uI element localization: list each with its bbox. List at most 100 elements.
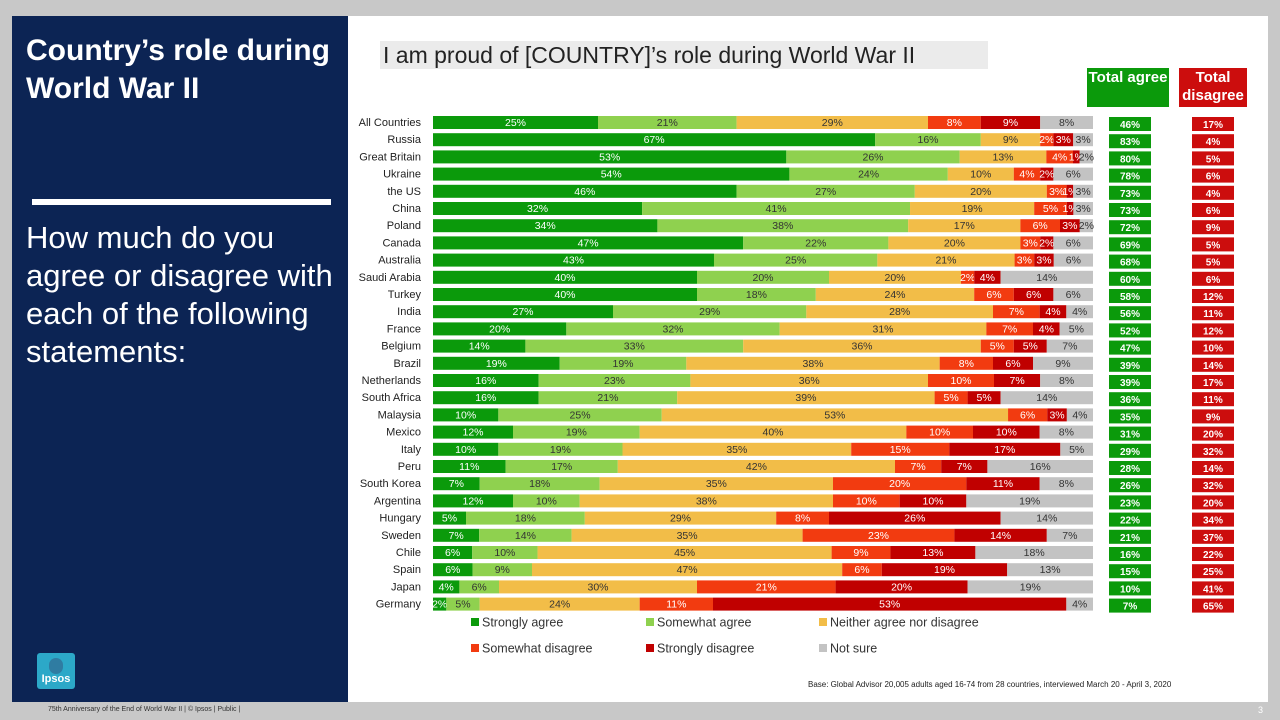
country-label: All Countries (359, 117, 422, 129)
total-disagree-value: 20% (1203, 430, 1223, 441)
total-agree-value: 56% (1120, 309, 1140, 320)
total-agree-box (1109, 185, 1151, 200)
bar-segment-strongly-disagree (1033, 322, 1060, 336)
ipsos-logo: Ipsos (37, 653, 75, 689)
data-label-strongly-agree: 16% (475, 375, 496, 387)
legend-label-strongly-agree: Strongly agree (482, 616, 563, 630)
bar-segment-somewhat-agree (736, 184, 915, 198)
data-label-not-sure: 2% (1079, 151, 1094, 163)
total-disagree-box (1192, 581, 1234, 596)
bar-segment-somewhat-agree (613, 305, 807, 319)
total-agree-value: 21% (1120, 533, 1140, 544)
bar-segment-strongly-disagree (993, 356, 1033, 370)
total-disagree-value: 9% (1206, 412, 1221, 423)
data-label-strongly-disagree: 7% (1010, 375, 1025, 387)
total-agree-value: 36% (1120, 395, 1140, 406)
data-label-somewhat-disagree: 7% (1002, 323, 1017, 335)
divider (32, 199, 331, 205)
data-label-somewhat-disagree: 11% (666, 599, 686, 611)
data-label-somewhat-disagree: 8% (795, 513, 810, 525)
total-agree-value: 58% (1120, 292, 1140, 303)
total-agree-value: 73% (1120, 189, 1140, 200)
bar-segment-strongly-disagree (829, 511, 1001, 525)
data-label-somewhat-agree: 22% (805, 237, 826, 249)
total-agree-value: 29% (1120, 447, 1140, 458)
bar-segment-strongly-disagree (899, 494, 967, 508)
total-disagree-box (1192, 529, 1234, 544)
data-label-strongly-disagree: 5% (977, 392, 992, 404)
data-label-strongly-agree: 12% (462, 495, 483, 507)
bar-segment-somewhat-agree (498, 408, 662, 422)
bar-segment-somewhat-agree (713, 253, 878, 267)
country-label: Argentina (374, 495, 422, 507)
bar-segment-strongly-agree (433, 580, 460, 594)
total-disagree-value: 25% (1203, 567, 1223, 578)
bar-segment-strongly-agree (433, 167, 790, 181)
total-disagree-box (1192, 237, 1234, 252)
bar-segment-strongly-agree (433, 374, 539, 387)
total-disagree-box (1192, 134, 1234, 149)
data-label-neither: 45% (674, 547, 695, 559)
data-label-neither: 36% (851, 341, 872, 353)
bar-segment-neither (908, 219, 1021, 233)
data-label-somewhat-disagree: 10% (950, 375, 971, 387)
bar-segment-somewhat-agree (786, 150, 960, 164)
legend-swatch-strongly-disagree (646, 644, 654, 652)
total-agree-box (1109, 581, 1151, 596)
bar-segment-strongly-agree (433, 116, 598, 129)
total-agree-value: 15% (1120, 567, 1140, 578)
total-agree-value: 23% (1120, 498, 1140, 509)
data-label-neither: 47% (677, 564, 698, 576)
legend-swatch-strongly-agree (471, 618, 479, 626)
data-label-somewhat-agree: 29% (699, 306, 720, 318)
total-agree-value: 39% (1120, 378, 1140, 389)
bar-segment-somewhat-agree (459, 580, 499, 594)
bar-segment-neither (690, 374, 928, 387)
bar-segment-strongly-agree (433, 133, 876, 147)
total-disagree-value: 4% (1206, 137, 1221, 148)
data-label-not-sure: 4% (1072, 409, 1087, 421)
data-label-somewhat-agree: 18% (529, 478, 550, 490)
bar-segment-strongly-disagree (967, 391, 1001, 405)
data-label-somewhat-agree: 19% (612, 358, 633, 370)
bar-segment-somewhat-disagree (1014, 253, 1035, 267)
data-label-strongly-disagree: 7% (957, 461, 972, 473)
total-disagree-value: 9% (1206, 223, 1221, 234)
bar-segment-not-sure (1060, 442, 1093, 456)
data-label-strongly-agree: 12% (462, 427, 483, 439)
data-label-strongly-disagree: 14% (990, 530, 1011, 542)
data-label-strongly-disagree: 11% (993, 478, 1013, 490)
bar-segment-somewhat-disagree (697, 580, 836, 594)
bar-segment-not-sure (1040, 374, 1093, 387)
total-agree-box (1109, 564, 1151, 579)
total-disagree-value: 6% (1206, 206, 1221, 217)
data-label-somewhat-agree: 27% (815, 186, 836, 198)
total-disagree-value: 32% (1203, 447, 1223, 458)
bar-segment-not-sure (1039, 477, 1093, 491)
bar-segment-not-sure (1059, 322, 1093, 336)
data-label-not-sure: 4% (1072, 599, 1087, 611)
bar-segment-strongly-agree (433, 391, 539, 405)
data-label-neither: 29% (822, 117, 843, 129)
country-label: China (392, 203, 422, 215)
bar-segment-neither (537, 546, 832, 559)
bar-segment-strongly-disagree (890, 546, 976, 559)
data-label-strongly-disagree: 3% (1036, 255, 1051, 267)
data-label-somewhat-agree: 19% (566, 427, 587, 439)
bar-segment-strongly-disagree (954, 528, 1047, 542)
bar-segment-strongly-agree (433, 322, 567, 336)
data-label-strongly-agree: 43% (563, 255, 584, 267)
data-label-strongly-agree: 7% (449, 478, 464, 490)
total-disagree-value: 32% (1203, 481, 1223, 492)
data-label-strongly-disagree: 26% (904, 513, 925, 525)
bar-segment-somewhat-disagree (906, 425, 973, 439)
data-label-strongly-agree: 20% (489, 323, 510, 335)
total-disagree-box (1192, 426, 1234, 441)
bar-segment-not-sure (1079, 150, 1093, 164)
bar-segment-strongly-agree (433, 563, 473, 577)
data-label-somewhat-agree: 18% (515, 513, 536, 525)
data-label-somewhat-disagree: 3% (1049, 186, 1064, 198)
bar-segment-neither (639, 425, 907, 439)
data-label-strongly-disagree: 17% (994, 444, 1015, 456)
total-agree-value: 83% (1120, 137, 1140, 148)
